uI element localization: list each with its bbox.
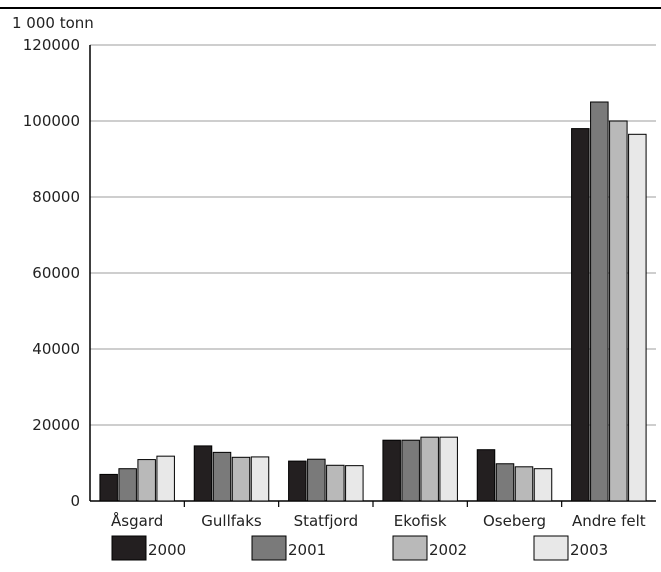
y-tick-label: 0 bbox=[70, 492, 80, 510]
legend-swatch-2002 bbox=[392, 535, 428, 561]
bar-2003 bbox=[439, 436, 458, 502]
bar-2000 bbox=[193, 445, 213, 502]
bar-2003 bbox=[156, 455, 175, 502]
bar-2003 bbox=[533, 468, 553, 502]
bar-2003 bbox=[250, 456, 270, 502]
category-labels: Åsgard Gullfaks Statfjord Ekofisk Oseberg And… bbox=[111, 511, 646, 530]
x-tick-label: Gullfaks bbox=[201, 512, 262, 530]
bar-2000 bbox=[382, 439, 401, 502]
bar-2002 bbox=[609, 120, 628, 502]
bar-2001 bbox=[401, 439, 420, 502]
legend-label: 2003 bbox=[570, 541, 608, 559]
bar-2001 bbox=[307, 458, 326, 502]
y-tick-label: 120000 bbox=[23, 36, 80, 54]
bar-2001 bbox=[495, 463, 515, 502]
legend: 2000 2001 2002 2003 bbox=[111, 535, 608, 561]
y-tick-label: 40000 bbox=[32, 340, 80, 358]
legend-swatch-2001 bbox=[251, 535, 287, 561]
legend-swatch-2003 bbox=[533, 535, 569, 561]
bar-2003 bbox=[345, 465, 364, 502]
legend-label: 2000 bbox=[148, 541, 186, 559]
bar-2000 bbox=[99, 473, 118, 502]
bar-2002 bbox=[420, 436, 439, 502]
legend-label: 2001 bbox=[288, 541, 326, 559]
bar-2001 bbox=[590, 101, 609, 502]
x-tick-label: Åsgard bbox=[111, 511, 163, 530]
x-tick-label: Statfjord bbox=[294, 512, 359, 530]
bar-2002 bbox=[137, 459, 156, 502]
x-tick-label: Ekofisk bbox=[394, 512, 447, 530]
x-tick-label: Oseberg bbox=[483, 512, 546, 530]
gridlines bbox=[90, 44, 656, 426]
bar-2002 bbox=[231, 456, 251, 502]
y-tick-label: 100000 bbox=[23, 112, 80, 130]
bar-2000 bbox=[476, 449, 496, 502]
legend-swatch-2000 bbox=[111, 535, 147, 561]
y-tick-label: 60000 bbox=[32, 264, 80, 282]
y-tick-label: 20000 bbox=[32, 416, 80, 434]
bar-2003 bbox=[628, 133, 647, 502]
bar-2000 bbox=[571, 128, 590, 502]
y-tick-label: 80000 bbox=[32, 188, 80, 206]
axes: 0 20000 40000 60000 80000 100000 120000 bbox=[23, 36, 656, 510]
bar-2001 bbox=[118, 468, 137, 502]
legend-label: 2002 bbox=[429, 541, 467, 559]
bar-2002 bbox=[326, 464, 345, 502]
bar-2002 bbox=[514, 466, 534, 502]
bar-2001 bbox=[212, 451, 232, 502]
x-tick-label: Andre felt bbox=[572, 512, 646, 530]
bars bbox=[99, 101, 647, 502]
bar-2000 bbox=[288, 460, 307, 502]
unit-label: 1 000 tonn bbox=[12, 14, 94, 32]
